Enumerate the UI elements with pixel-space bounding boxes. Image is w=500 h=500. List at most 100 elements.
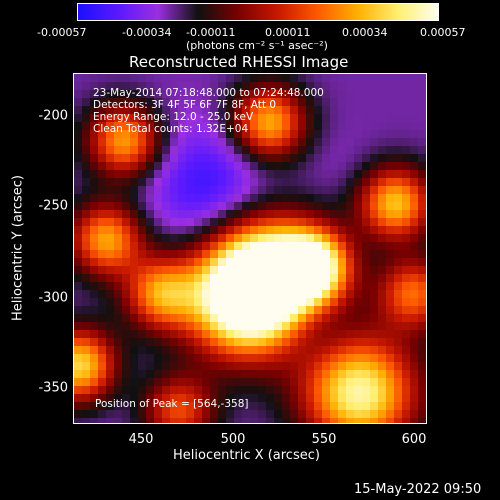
heatmap-cell	[266, 362, 274, 370]
heatmap-cell	[74, 258, 82, 266]
heatmap-cell	[98, 202, 106, 210]
heatmap-cell	[162, 202, 170, 210]
heatmap-cell	[82, 98, 90, 106]
heatmap-cell	[242, 258, 250, 266]
heatmap-cell	[74, 330, 82, 338]
heatmap-cell	[418, 170, 426, 178]
heatmap-cell	[82, 418, 90, 423]
heatmap-cell	[162, 210, 170, 218]
heatmap-cell	[234, 186, 242, 194]
heatmap-cell	[346, 346, 354, 354]
heatmap-cell	[418, 186, 426, 194]
heatmap-cell	[418, 98, 426, 106]
heatmap-cell	[210, 106, 218, 114]
heatmap-cell	[378, 330, 386, 338]
heatmap-cell	[114, 98, 122, 106]
heatmap-cell	[146, 186, 154, 194]
heatmap-cell	[266, 162, 274, 170]
heatmap-cell	[330, 362, 338, 370]
heatmap-cell	[282, 162, 290, 170]
heatmap-cell	[82, 90, 90, 98]
heatmap-cell	[138, 178, 146, 186]
heatmap-cell	[74, 194, 82, 202]
heatmap-cell	[186, 146, 194, 154]
heatmap-cell	[354, 314, 362, 322]
heatmap-cell	[282, 274, 290, 282]
heatmap-cell	[82, 346, 90, 354]
heatmap-cell	[258, 226, 266, 234]
heatmap-cell	[266, 282, 274, 290]
heatmap-cell	[282, 410, 290, 418]
heatmap-cell	[346, 122, 354, 130]
heatmap-cell	[114, 282, 122, 290]
heatmap-cell	[194, 338, 202, 346]
heatmap-cell	[234, 178, 242, 186]
heatmap-cell	[274, 282, 282, 290]
heatmap-cell	[162, 322, 170, 330]
heatmap-cell	[74, 362, 82, 370]
heatmap-cell	[266, 146, 274, 154]
heatmap-cell	[178, 370, 186, 378]
heatmap-cell	[114, 378, 122, 386]
heatmap-cell	[234, 322, 242, 330]
heatmap-cell	[218, 114, 226, 122]
heatmap-cell	[162, 258, 170, 266]
heatmap-cell	[346, 242, 354, 250]
heatmap-cell	[74, 410, 82, 418]
heatmap-cell	[418, 282, 426, 290]
heatmap-cell	[146, 410, 154, 418]
heatmap-cell	[290, 314, 298, 322]
heatmap-cell	[138, 314, 146, 322]
heatmap-cell	[274, 226, 282, 234]
heatmap-cell	[282, 346, 290, 354]
heatmap-cell	[106, 370, 114, 378]
heatmap-cell	[122, 202, 130, 210]
heatmap-cell	[242, 370, 250, 378]
heatmap-cell	[186, 330, 194, 338]
heatmap-cell	[218, 122, 226, 130]
heatmap-cell	[338, 162, 346, 170]
heatmap-cell	[362, 354, 370, 362]
heatmap-cell	[298, 378, 306, 386]
heatmap-cell	[378, 130, 386, 138]
heatmap-cell	[282, 154, 290, 162]
heatmap-cell	[418, 322, 426, 330]
heatmap-cell	[314, 282, 322, 290]
heatmap-cell	[274, 250, 282, 258]
heatmap-cell	[282, 386, 290, 394]
heatmap-cell	[194, 418, 202, 423]
heatmap-cell	[234, 386, 242, 394]
heatmap-cell	[234, 226, 242, 234]
heatmap-cell	[354, 274, 362, 282]
heatmap-cell	[394, 338, 402, 346]
heatmap-cell	[410, 354, 418, 362]
heatmap-cell	[370, 162, 378, 170]
heatmap-cell	[74, 202, 82, 210]
heatmap-cell	[202, 410, 210, 418]
heatmap-cell	[418, 82, 426, 90]
heatmap-cell	[258, 210, 266, 218]
heatmap-cell	[106, 290, 114, 298]
heatmap-cell	[194, 122, 202, 130]
heatmap-cell	[98, 266, 106, 274]
heatmap-cell	[402, 226, 410, 234]
heatmap-cell	[418, 234, 426, 242]
heatmap-cell	[202, 194, 210, 202]
heatmap-cell	[290, 418, 298, 423]
heatmap-cell	[218, 322, 226, 330]
heatmap-cell	[242, 82, 250, 90]
heatmap-cell	[98, 90, 106, 98]
heatmap-cell	[354, 354, 362, 362]
heatmap-cell	[202, 338, 210, 346]
heatmap-cell	[250, 250, 258, 258]
heatmap-cell	[74, 274, 82, 282]
heatmap-cell	[330, 290, 338, 298]
heatmap-cell	[306, 306, 314, 314]
heatmap-cell	[90, 74, 98, 82]
heatmap-cell	[298, 250, 306, 258]
heatmap-cell	[226, 178, 234, 186]
heatmap-cell	[346, 394, 354, 402]
heatmap-cell	[314, 114, 322, 122]
heatmap-cell	[330, 82, 338, 90]
heatmap-cell	[402, 314, 410, 322]
